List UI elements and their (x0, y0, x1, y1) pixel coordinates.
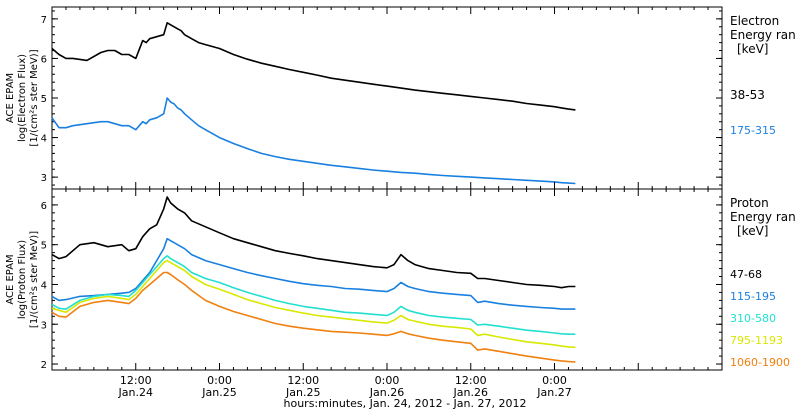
legend-title-line: Energy ran (730, 28, 796, 42)
legend-entry: 175-315 (730, 124, 776, 137)
legend-title-line: [keV] (737, 42, 768, 56)
x-tick-time-label: 0:00 (542, 374, 567, 387)
y-axis-label-line: ACE EPAM (5, 254, 16, 304)
series-line-795-1193 (51, 259, 576, 349)
y-tick-label: 4 (41, 280, 47, 291)
series-line-47-68 (51, 196, 576, 289)
x-tick-time-label: 12:00 (120, 374, 152, 387)
y-axis-label-line: [1/(cm²s ster MeV)] (29, 231, 40, 328)
x-tick-time-label: 12:00 (455, 374, 487, 387)
y-tick-label: 4 (41, 134, 47, 145)
legend-title-line: Proton (730, 196, 769, 210)
y-axis-label-line: log(Proton Flux) (17, 240, 28, 319)
x-tick-date-label: Jan.25 (285, 386, 320, 399)
x-tick-time-label: 0:00 (207, 374, 232, 387)
proton-panel: 2 3 4 5 6 ACE EPAM log(Proton Flux) [1/(cm²s st… (5, 188, 796, 371)
series-line-115-195 (51, 237, 576, 310)
x-axis: 12:00Jan.240:00Jan.2512:00Jan.250:00Jan.… (51, 7, 723, 399)
legend-entry: 310-580 (730, 312, 776, 325)
electron-frame (51, 6, 723, 190)
legend-entry: 47-68 (730, 268, 762, 281)
legend-entry: 115-195 (730, 290, 776, 303)
y-tick-label: 5 (41, 94, 47, 105)
y-tick-label: 2 (41, 360, 47, 371)
legend-entry: 1060-1900 (730, 356, 790, 369)
y-tick-label: 6 (41, 54, 47, 65)
series-line-38-53 (51, 21, 576, 111)
x-tick-date-label: Jan.26 (453, 386, 488, 399)
legend-title-line: Energy ran (730, 210, 796, 224)
x-tick-date-label: Jan.25 (201, 386, 236, 399)
y-tick-label: 7 (41, 15, 47, 26)
series-line-175-315 (51, 97, 576, 185)
electron-panel: 3 4 5 6 7 ACE EPAM log(Electron Flux) [1/(cm²s … (5, 6, 796, 190)
x-axis-label: hours:minutes, Jan. 24, 2012 - Jan. 27, … (284, 397, 527, 410)
y-tick-label: 3 (41, 320, 47, 331)
legend-entry: 38-53 (730, 88, 765, 102)
y-tick-label: 3 (41, 173, 47, 184)
x-tick-date-label: Jan.27 (536, 386, 571, 399)
x-tick-date-label: Jan.26 (369, 386, 404, 399)
x-tick-time-label: 12:00 (287, 374, 319, 387)
y-axis-label-line: [1/(cm²s ster MeV)] (29, 49, 40, 146)
y-axis-label-line: log(Electron Flux) (17, 54, 28, 142)
y-axis-label-line: ACE EPAM (5, 73, 16, 123)
proton-frame (51, 188, 723, 371)
legend-entry: 795-1193 (730, 334, 783, 347)
y-tick-label: 6 (41, 201, 47, 212)
series-line-310-580 (51, 255, 576, 336)
series-line-1060-1900 (51, 271, 576, 363)
x-tick-time-label: 0:00 (375, 374, 400, 387)
y-tick-label: 5 (41, 241, 47, 252)
legend-title-line: [keV] (737, 224, 768, 238)
legend-title-line: Electron (730, 14, 779, 28)
x-tick-date-label: Jan.24 (118, 386, 153, 399)
